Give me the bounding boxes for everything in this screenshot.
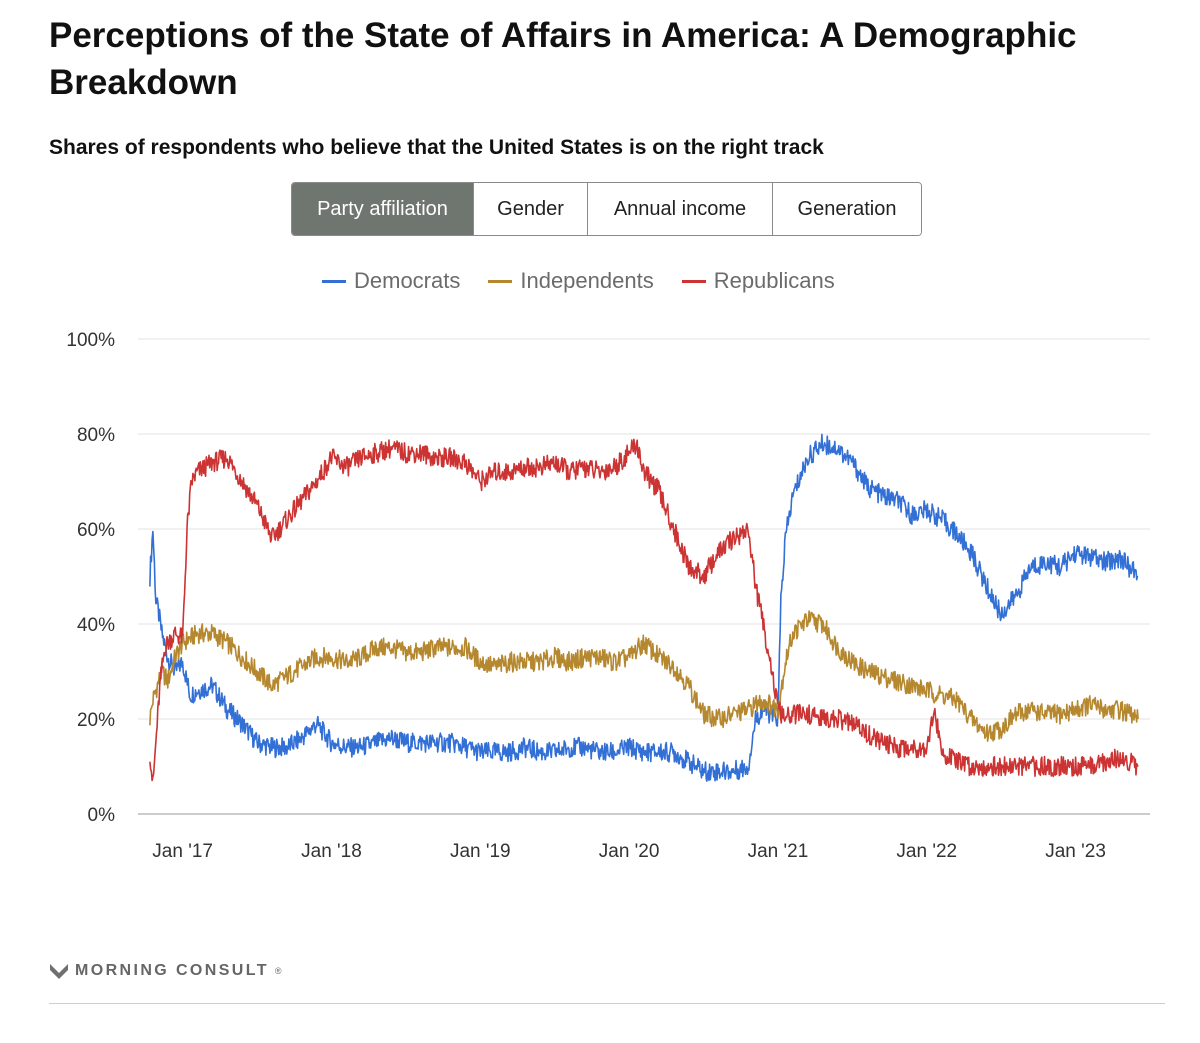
legend-swatch-independents — [488, 279, 513, 283]
y-tick-label: 20% — [77, 710, 115, 731]
x-tick-label: Jan '18 — [301, 841, 362, 862]
x-tick-label: Jan '22 — [896, 841, 957, 862]
brand-name: MORNING CONSULT — [75, 962, 269, 979]
tab-gender[interactable]: Gender — [474, 183, 588, 235]
y-tick-label: 100% — [66, 330, 115, 351]
chart-subtitle: Shares of respondents who believe that t… — [49, 136, 824, 159]
legend-item-independents[interactable]: Independents — [488, 268, 654, 294]
morning-consult-logo-icon — [50, 964, 68, 979]
brand-mark: ® — [274, 966, 282, 976]
x-tick-label: Jan '17 — [152, 841, 213, 862]
legend-label-republicans: Republicans — [713, 268, 835, 293]
y-tick-label: 0% — [88, 805, 116, 826]
legend-label-independents: Independents — [520, 268, 654, 293]
series-line-independents — [149, 610, 1139, 742]
brand-footer: MORNING CONSULT ® — [49, 962, 282, 980]
series-line-democrats — [149, 433, 1139, 782]
legend-swatch-republicans — [681, 279, 706, 283]
page-title: Perceptions of the State of Affairs in A… — [49, 16, 1077, 102]
x-tick-label: Jan '21 — [748, 841, 809, 862]
legend-item-democrats[interactable]: Democrats — [322, 268, 460, 294]
y-tick-label: 40% — [77, 615, 115, 636]
y-tick-label: 60% — [77, 520, 115, 541]
footer-divider — [49, 1003, 1165, 1004]
legend-item-republicans[interactable]: Republicans — [681, 268, 835, 294]
x-tick-label: Jan '23 — [1045, 841, 1106, 862]
x-tick-label: Jan '19 — [450, 841, 511, 862]
tab-generation[interactable]: Generation — [773, 183, 921, 235]
chart-legend: Democrats Independents Republicans — [322, 268, 835, 294]
tab-group: Party affiliation Gender Annual income G… — [291, 182, 922, 236]
legend-swatch-democrats — [322, 279, 346, 283]
y-tick-label: 80% — [77, 425, 115, 446]
tab-party-affiliation[interactable]: Party affiliation — [292, 183, 474, 235]
legend-label-democrats: Democrats — [354, 268, 461, 293]
x-tick-label: Jan '20 — [599, 841, 660, 862]
tab-annual-income[interactable]: Annual income — [588, 183, 773, 235]
series-line-republicans — [149, 438, 1139, 782]
